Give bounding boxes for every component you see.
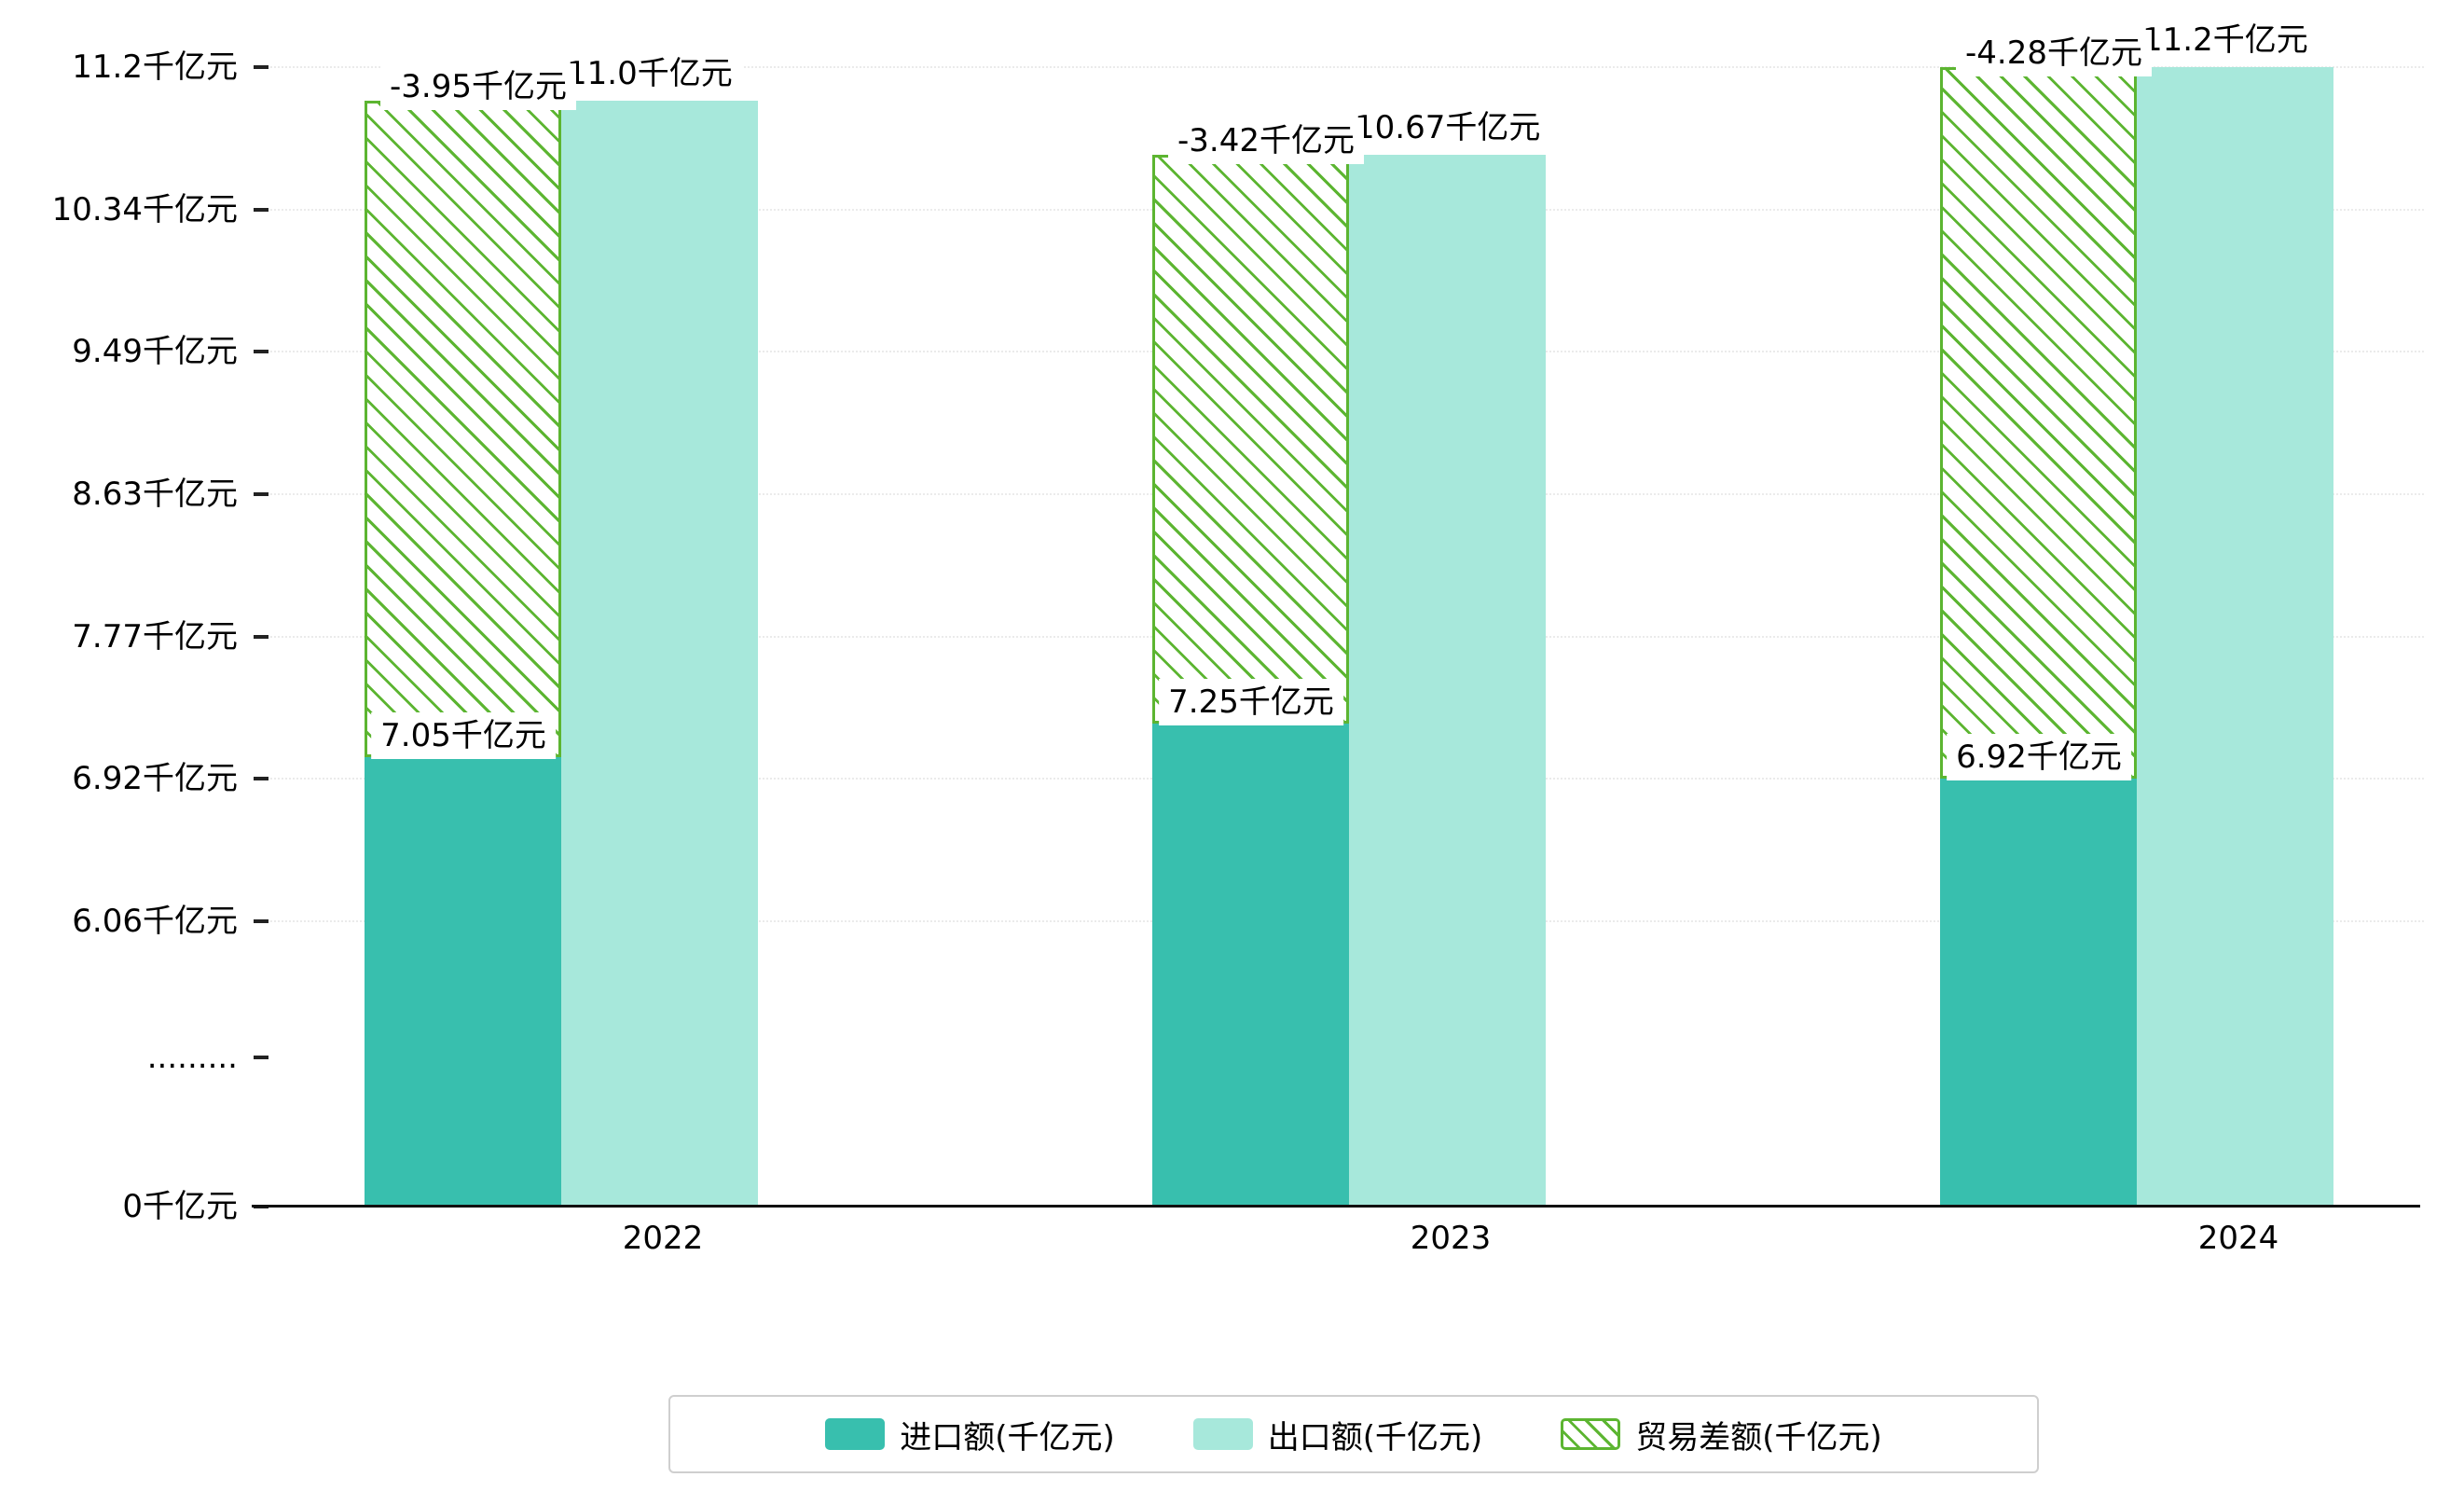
trade-balance-bar-2023[interactable] xyxy=(1152,155,1349,724)
export-bar-2023[interactable] xyxy=(1349,155,1546,1207)
import-value-label-2024: 6.92千亿元 xyxy=(1947,734,2131,780)
export-value-label-2022: 11.0千亿元 xyxy=(557,50,742,97)
y-tick-mark-11.2 xyxy=(254,65,268,69)
export-value-label-2023: 10.67千亿元 xyxy=(1345,104,1550,151)
legend-label-trade-balance: 贸易差额(千亿元) xyxy=(1635,1418,1882,1456)
import-bar-2022[interactable] xyxy=(365,757,561,1207)
legend-item-export[interactable]: 出口额(千亿元) xyxy=(1192,1412,1483,1457)
trade-balance-bar-2024[interactable] xyxy=(1940,67,2137,779)
export-bar-2024[interactable] xyxy=(2137,67,2333,1207)
gridline-11.2 xyxy=(270,66,2424,68)
y-tick-mark-6.92 xyxy=(254,777,268,780)
trade-balance-swatch-icon xyxy=(1561,1418,1621,1450)
legend-label-export: 出口额(千亿元) xyxy=(1267,1418,1483,1456)
y-tick-label-8.63: 8.63千亿元 xyxy=(72,476,238,513)
legend-item-import[interactable]: 进口额(千亿元) xyxy=(825,1412,1115,1457)
trade-balance-bar-2022[interactable] xyxy=(365,101,561,757)
import-bar-2024[interactable] xyxy=(1940,779,2137,1207)
y-tick-label-6.92: 6.92千亿元 xyxy=(72,760,238,797)
legend-item-trade-balance[interactable]: 贸易差额(千亿元) xyxy=(1561,1412,1882,1457)
legend: 进口额(千亿元) 出口额(千亿元) 贸易差额(千亿元) xyxy=(668,1395,2039,1473)
import-swatch-icon xyxy=(825,1418,886,1450)
y-tick-label-7.77: 7.77千亿元 xyxy=(72,618,238,656)
y-tick-label-9.49: 9.49千亿元 xyxy=(72,333,238,370)
import-bar-2023[interactable] xyxy=(1152,724,1349,1207)
y-tick-mark-8.63 xyxy=(254,492,268,496)
x-axis-line xyxy=(252,1205,2420,1208)
x-label-2024: 2024 xyxy=(2197,1220,2279,1257)
y-tick-label-6.06: 6.06千亿元 xyxy=(72,903,238,940)
export-swatch-icon xyxy=(1192,1418,1253,1450)
y-tick-mark-6.06 xyxy=(254,919,268,923)
trade-balance-value-label-2022: -3.95千亿元 xyxy=(380,63,576,110)
y-axis-break-label: ......... xyxy=(146,1039,238,1076)
import-value-label-2023: 7.25千亿元 xyxy=(1159,679,1343,725)
export-value-label-2024: 11.2千亿元 xyxy=(2133,17,2318,63)
y-tick-mark-9.49 xyxy=(254,350,268,353)
trade-balance-value-label-2024: -4.28千亿元 xyxy=(1956,30,2152,76)
y-tick-label-10.34: 10.34千亿元 xyxy=(51,191,238,228)
import-value-label-2022: 7.05千亿元 xyxy=(371,712,556,759)
y-tick-mark-7.77 xyxy=(254,635,268,639)
trade-balance-value-label-2023: -3.42千亿元 xyxy=(1168,117,1364,164)
x-label-2022: 2022 xyxy=(622,1220,704,1257)
y-tick-label-0: 0千亿元 xyxy=(122,1188,238,1225)
y-tick-mark-10.34 xyxy=(254,208,268,212)
export-bar-2022[interactable] xyxy=(561,101,758,1207)
x-label-2023: 2023 xyxy=(1410,1220,1492,1257)
y-tick-mark-axis-break xyxy=(254,1056,268,1059)
legend-label-import: 进口额(千亿元) xyxy=(900,1418,1115,1456)
y-tick-label-11.2: 11.2千亿元 xyxy=(72,48,238,86)
